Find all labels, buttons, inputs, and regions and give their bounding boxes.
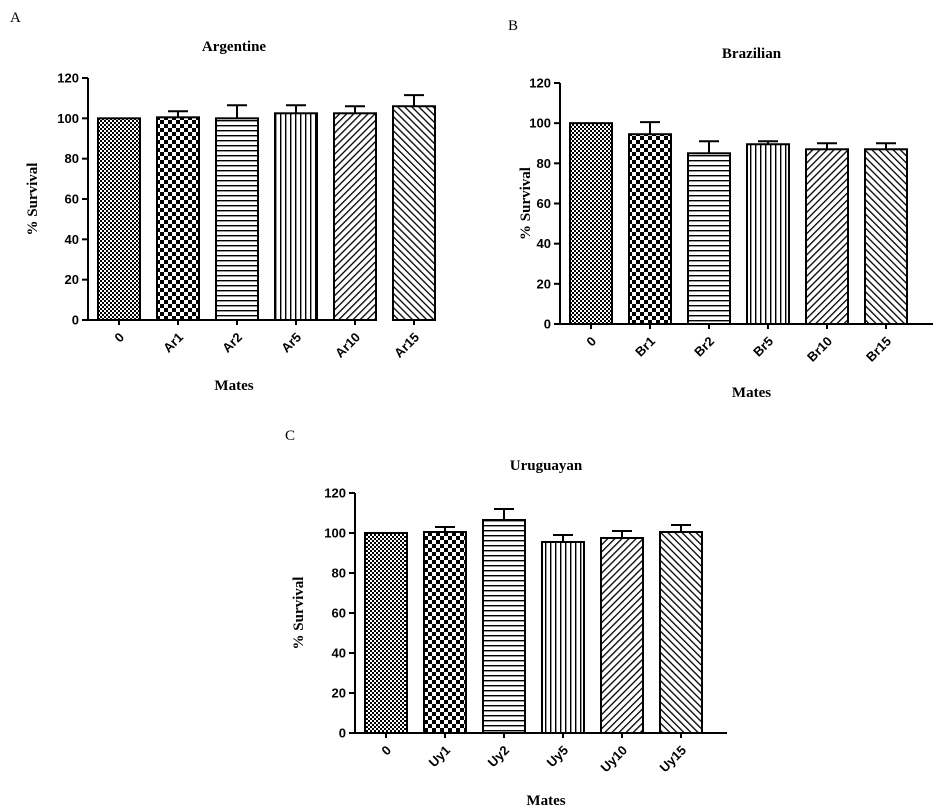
x-tick-label: Br10 [804,334,835,365]
y-tick-label: 80 [332,566,346,581]
y-tick-label: 100 [529,116,551,131]
bar-ar2 [215,117,259,322]
bar-0 [569,122,613,325]
bar-ar1 [156,116,200,321]
chart-panel-argentine: A Argentine Mates % Survival 0 20 40 60 80 100 120… [10,10,436,394]
bar-uy2 [482,519,526,734]
chart-panel-uruguayan: C Uruguayan Mates % Survival 0 20 40 60 80 100 120… [285,428,727,809]
bar-0 [97,117,141,322]
y-tick-label: 40 [65,232,79,247]
y-axis-label: % Survival [25,163,41,236]
bar-uy5 [541,541,585,734]
x-tick-label: Ar2 [219,330,245,356]
panel-letter: A [10,10,21,26]
bar-ar10 [333,112,377,321]
bar-0 [364,532,408,734]
y-tick-label: 60 [332,606,346,621]
x-tick-label: Ar5 [278,330,304,356]
y-axis-label: % Survival [291,577,307,650]
x-axis-label: Mates [214,378,253,394]
chart-title: Argentine [202,39,266,55]
x-axis-label: Mates [732,385,771,401]
x-tick-label: 0 [378,743,394,759]
y-tick-label: 100 [324,526,346,541]
y-tick-label: 60 [537,196,551,211]
x-tick-label: 0 [111,330,127,346]
x-tick-label: Ar15 [391,330,422,361]
bar-br15 [864,148,908,325]
bar-uy10 [600,537,644,734]
chart-title: Brazilian [722,46,782,62]
x-tick-label: Br5 [750,334,776,360]
y-tick-label: 20 [537,276,551,291]
x-tick-label: Uy15 [657,743,690,776]
bar-uy1 [423,531,467,734]
x-tick-label: Uy10 [598,743,631,776]
y-tick-label: 120 [529,76,551,91]
x-tick-label: 0 [583,334,599,350]
y-tick-label: 100 [57,111,79,126]
chart-panel-brazilian: B Brazilian Mates % Survival 0 20 40 60 80 100 120… [508,18,933,401]
x-tick-label: Ar1 [160,330,186,356]
bar-br10 [805,148,849,325]
panel-letter: B [508,18,518,34]
x-tick-label: Ar10 [332,330,363,361]
y-tick-label: 20 [65,272,79,287]
y-axis-label: % Survival [518,167,534,240]
bar-ar15 [392,105,436,321]
bar-br1 [628,133,672,325]
x-tick-label: Br15 [863,334,894,365]
y-tick-label: 0 [339,726,346,741]
x-tick-label: Uy2 [485,743,512,770]
bar-br5 [746,143,790,325]
x-tick-label: Br2 [691,334,717,360]
x-tick-label: Uy5 [544,743,571,770]
bar-ar5 [274,112,318,321]
bar-uy15 [659,531,703,734]
panel-letter: C [285,428,295,444]
x-axis-label: Mates [526,793,565,809]
y-tick-label: 0 [544,317,551,332]
y-tick-label: 120 [57,71,79,86]
x-tick-label: Br1 [632,334,658,360]
chart-title: Uruguayan [510,458,583,474]
y-tick-label: 20 [332,686,346,701]
y-tick-label: 80 [65,151,79,166]
y-tick-label: 40 [537,236,551,251]
y-tick-label: 40 [332,646,346,661]
y-tick-label: 0 [72,313,79,328]
y-tick-label: 80 [537,156,551,171]
y-tick-label: 60 [65,192,79,207]
bar-br2 [687,152,731,325]
y-tick-label: 120 [324,486,346,501]
x-tick-label: Uy1 [426,743,453,770]
